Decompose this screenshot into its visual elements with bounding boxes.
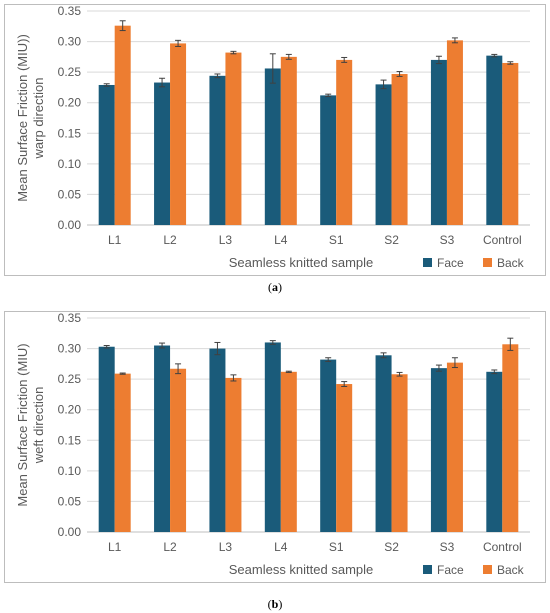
legend-label-back: Back: [497, 256, 525, 270]
face-bar-s2: [375, 84, 392, 225]
back-bar-l1: [114, 373, 131, 532]
x-axis-title: Seamless knitted sample: [229, 562, 374, 577]
face-bar-s3: [430, 368, 447, 532]
face-bar-s1: [320, 95, 337, 226]
y-tick-label: 0.05: [58, 187, 82, 201]
y-axis-title-line: Mean Surface Friction (MIU): [15, 343, 30, 506]
back-bar-l2: [170, 368, 187, 532]
y-tick-label: 0.30: [58, 35, 82, 49]
legend-swatch-back: [483, 565, 492, 574]
x-tick-label: L4: [274, 540, 288, 554]
chart-panel-a: 0.00 0.05 0.10 0.15 0.20 0.25 0.30 0.35 Mean Sur…: [4, 4, 546, 276]
back-bar-l3: [225, 377, 242, 532]
caption-b-letter: b: [271, 597, 279, 611]
back-bar-l2: [170, 43, 187, 225]
face-bar-s3: [430, 59, 447, 225]
x-tick-label: L3: [219, 233, 233, 247]
back-bar-control: [502, 62, 519, 225]
legend-swatch-face: [423, 258, 432, 267]
y-tick-label: 0.25: [58, 372, 82, 386]
y-axis-title-line: weft direction: [31, 387, 46, 465]
back-bar-l4: [280, 371, 297, 532]
x-tick-label: S1: [329, 540, 344, 554]
y-tick-label: 0.10: [58, 464, 82, 478]
back-bar-s1: [336, 384, 353, 532]
back-bar-control: [502, 344, 519, 532]
y-axis-title: Mean Surface Friction (MIU))warp directi…: [15, 34, 46, 202]
x-tick-label: L4: [274, 233, 288, 247]
y-tick-label: 0.30: [58, 342, 82, 356]
y-tick-label: 0.20: [58, 96, 82, 110]
back-bar-s2: [391, 374, 408, 532]
legend-label-face: Face: [437, 256, 464, 270]
chart-panel-b: 0.00 0.05 0.10 0.15 0.20 0.25 0.30 0.35 Mean Sur…: [4, 311, 546, 583]
x-tick-label: Control: [483, 540, 522, 554]
y-axis-title-line: Mean Surface Friction (MIU)): [15, 34, 30, 202]
face-bar-l2: [154, 82, 171, 225]
x-tick-label: S2: [384, 540, 399, 554]
y-tick-label: 0.00: [58, 218, 82, 232]
caption-a: (a): [268, 280, 282, 294]
x-tick-label: L2: [163, 540, 177, 554]
y-tick-label: 0.25: [58, 65, 82, 79]
face-bar-l1: [98, 84, 115, 226]
face-bar-s2: [375, 355, 392, 532]
back-bar-s3: [446, 40, 463, 225]
legend-swatch-face: [423, 565, 432, 574]
chart-svg-b: 0.00 0.05 0.10 0.15 0.20 0.25 0.30 0.35 Mean Sur…: [15, 312, 530, 577]
back-bar-l3: [225, 52, 242, 225]
x-tick-label: S3: [440, 233, 455, 247]
x-tick-label: L1: [108, 233, 122, 247]
back-bar-l4: [280, 56, 297, 225]
caption-b: (b): [267, 597, 283, 611]
x-tick-label: Control: [483, 233, 522, 247]
back-bar-s2: [391, 73, 408, 225]
face-bar-control: [486, 55, 503, 226]
face-bar-s1: [320, 359, 337, 532]
y-tick-label: 0.15: [58, 433, 82, 447]
x-tick-label: L3: [219, 540, 233, 554]
x-tick-label: L2: [163, 233, 177, 247]
back-bar-l1: [114, 25, 131, 225]
y-tick-label: 0.20: [58, 403, 82, 417]
back-bar-s3: [446, 362, 463, 532]
y-tick-label: 0.00: [58, 525, 82, 539]
face-bar-l4: [264, 68, 281, 225]
y-tick-label: 0.35: [58, 312, 82, 325]
chart-svg-a: 0.00 0.05 0.10 0.15 0.20 0.25 0.30 0.35 Mean Sur…: [15, 5, 530, 270]
face-bar-l3: [209, 75, 226, 225]
face-bar-l1: [98, 346, 115, 532]
y-axis-title: Mean Surface Friction (MIU)weft directio…: [15, 343, 46, 506]
x-tick-label: L1: [108, 540, 122, 554]
y-tick-label: 0.10: [58, 157, 82, 171]
face-bar-control: [486, 371, 503, 532]
x-tick-label: S1: [329, 233, 344, 247]
y-tick-label: 0.05: [58, 494, 82, 508]
legend-label-back: Back: [497, 563, 525, 577]
x-axis-title: Seamless knitted sample: [229, 255, 374, 270]
face-bar-l2: [154, 345, 171, 532]
face-bar-l4: [264, 342, 281, 532]
caption-a-letter: a: [272, 280, 278, 294]
x-tick-label: S2: [384, 233, 399, 247]
back-bar-s1: [336, 59, 353, 225]
legend-label-face: Face: [437, 563, 464, 577]
y-tick-label: 0.15: [58, 126, 82, 140]
legend-swatch-back: [483, 258, 492, 267]
face-bar-l3: [209, 348, 226, 532]
y-tick-label: 0.35: [58, 5, 82, 18]
x-tick-label: S3: [440, 540, 455, 554]
y-axis-title-line: warp direction: [31, 78, 46, 160]
